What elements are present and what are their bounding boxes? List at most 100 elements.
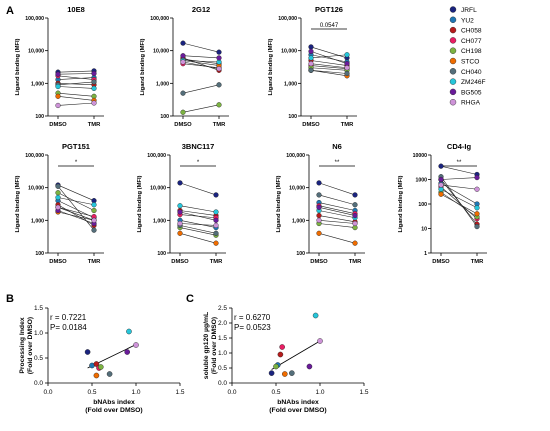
series-line: [310, 54, 348, 63]
chart-title: 10E8: [67, 5, 85, 14]
x-tick-label: 1.0: [315, 389, 324, 396]
data-point: [180, 40, 186, 46]
y-tick-label: 1: [424, 251, 427, 257]
y-tick-label: 10,000: [153, 49, 169, 55]
y-tick-label: 100: [160, 114, 169, 120]
y-tick-label: 1,000: [284, 81, 297, 87]
series-line: [310, 60, 348, 66]
legend-label: BG505: [461, 89, 482, 96]
series-line: [440, 184, 478, 190]
data-point: [213, 240, 219, 246]
legend-marker: [449, 98, 457, 106]
line-chart-panel: PGT126 100 1,000 10,000 100,000 Ligand bindin…: [268, 5, 357, 128]
panel-label: A: [6, 5, 14, 17]
data-point: [308, 44, 314, 50]
x-tick-label: TMR: [88, 259, 101, 265]
series-line: [179, 233, 217, 244]
legend-marker: [449, 57, 457, 65]
panel-label: B: [6, 293, 14, 305]
y-tick-label: 100,000: [25, 153, 44, 159]
data-point: [352, 202, 358, 208]
data-point: [344, 52, 350, 58]
data-point: [55, 204, 61, 210]
data-point: [213, 222, 219, 228]
series-line: [318, 220, 356, 224]
data-point: [289, 370, 295, 376]
data-point: [91, 100, 97, 106]
y-axis-label: Ligand binding (MFI): [398, 175, 404, 232]
data-point: [91, 207, 97, 214]
significance-label: *: [75, 160, 78, 166]
series-line: [318, 210, 356, 219]
data-point: [213, 230, 219, 236]
series-line: [310, 67, 348, 71]
data-point: [352, 192, 358, 198]
data-point: [91, 217, 97, 223]
legend-label: YU2: [461, 17, 474, 24]
y-axis-label: Processing Index(Fold over DMSO): [19, 317, 34, 374]
y-axis-label: soluble gp120 µg/mL(Fold over DMSO): [203, 312, 218, 379]
chart-title: 3BNC117: [182, 142, 215, 151]
data-point: [84, 349, 91, 355]
series-line: [440, 176, 478, 227]
y-tick-label: 10,000: [28, 186, 44, 192]
data-point: [352, 220, 358, 227]
data-point: [316, 230, 322, 236]
x-tick-label: DMSO: [49, 122, 67, 128]
x-tick-label: DMSO: [310, 259, 328, 265]
data-point: [279, 344, 285, 350]
significance-label: **: [335, 160, 340, 166]
data-point: [98, 364, 104, 370]
data-point: [180, 90, 186, 96]
legend-label: STCO: [461, 59, 479, 66]
line-chart-panel: PGT151 100 1,000 10,000 100,000 Ligand bindin…: [15, 142, 104, 265]
data-point: [180, 109, 186, 115]
x-tick-label: DMSO: [174, 122, 192, 128]
data-point: [474, 174, 480, 181]
series-line: [182, 61, 220, 70]
y-tick-label: 0.5: [218, 365, 227, 372]
legend-marker: [449, 26, 457, 34]
series-line: [57, 77, 95, 80]
series-line: [318, 205, 356, 214]
data-point: [474, 205, 480, 211]
series-line: [179, 205, 217, 213]
y-axis-label: Ligand binding (MFI): [15, 175, 21, 232]
x-tick-label: DMSO: [432, 259, 450, 265]
y-tick-label: 1.0: [218, 350, 227, 357]
data-point: [93, 372, 100, 379]
x-axis-label-line: (Fold over DMSO): [269, 407, 326, 414]
y-tick-label: 100: [157, 251, 166, 257]
x-tick-label: 0.5: [271, 389, 280, 396]
data-point: [177, 230, 183, 236]
y-tick-label: 100,000: [150, 16, 169, 22]
y-tick-label: 1.5: [34, 305, 43, 312]
series-line: [57, 83, 95, 86]
data-point: [438, 176, 444, 183]
data-point: [344, 65, 350, 71]
series-line: [57, 207, 95, 221]
x-tick-label: DMSO: [302, 122, 320, 128]
data-point: [216, 55, 222, 61]
series-line: [182, 55, 220, 59]
series-line: [310, 70, 348, 77]
legend-label: CH198: [461, 48, 482, 55]
data-point: [213, 192, 219, 198]
y-tick-label: 1.5: [218, 335, 227, 342]
data-point: [438, 182, 444, 188]
x-tick-label: TMR: [88, 122, 101, 128]
series-line: [318, 202, 356, 211]
y-axis-label-line: Processing Index: [19, 317, 26, 374]
x-axis-label-line: bNAbs index: [93, 399, 135, 406]
chart-title: 2G12: [192, 5, 210, 14]
data-point: [55, 102, 61, 109]
series-line: [318, 223, 356, 228]
series-line: [182, 57, 220, 71]
significance-label: *: [197, 160, 200, 166]
data-point: [180, 59, 186, 65]
data-point: [308, 61, 314, 67]
legend-marker: [449, 78, 457, 85]
line-chart-panel: 2G12 100 1,000 10,000 100,000 Ligand binding …: [140, 5, 229, 128]
data-point: [55, 183, 61, 189]
